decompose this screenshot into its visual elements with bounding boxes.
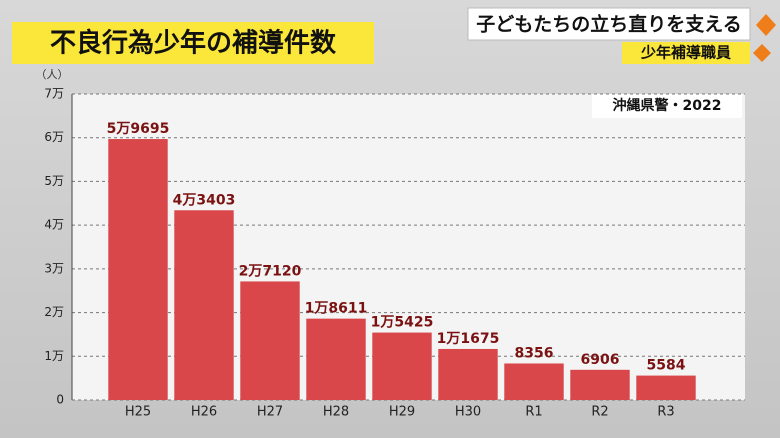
value-label: 5584	[647, 358, 686, 374]
annotation: 沖縄県警・2022	[613, 97, 722, 114]
x-tick-label: H27	[257, 405, 283, 420]
x-tick-label: H25	[125, 405, 151, 420]
y-tick-label: 2万	[44, 305, 64, 319]
chart-title: 不良行為少年の補導件数	[50, 28, 337, 59]
value-label: 5万9695	[107, 121, 170, 137]
bar	[438, 348, 498, 400]
y-tick-label: 7万	[44, 87, 64, 101]
diamond-icon	[753, 44, 771, 62]
value-label: 2万7120	[239, 263, 302, 279]
bar	[108, 139, 168, 400]
y-unit: （人）	[36, 68, 69, 81]
diamond-icon	[756, 14, 776, 36]
y-tick-label: 4万	[44, 218, 64, 232]
x-tick-label: R3	[657, 405, 674, 420]
value-label: 1万5425	[371, 315, 434, 331]
x-tick-label: H29	[389, 405, 415, 420]
bar	[372, 332, 432, 400]
bar	[174, 210, 234, 400]
y-tick-label: 0	[56, 393, 64, 407]
headline: 子どもたちの立ち直りを支える	[476, 13, 741, 36]
bar	[636, 375, 696, 400]
x-tick-label: H30	[455, 405, 481, 420]
annotation-box	[592, 94, 742, 118]
x-tick-label: R2	[591, 405, 608, 420]
y-tick-label: 1万	[44, 349, 64, 363]
y-tick-label: 3万	[44, 261, 64, 275]
value-label: 1万8611	[305, 301, 368, 317]
y-tick-label: 6万	[44, 130, 64, 144]
bar	[570, 369, 630, 400]
topic: 少年補導職員	[640, 44, 731, 62]
bar	[240, 281, 300, 400]
y-tick-label: 5万	[44, 174, 64, 188]
x-tick-label: R1	[525, 405, 542, 420]
headline-box	[467, 7, 751, 41]
value-label: 4万3403	[173, 192, 236, 208]
x-tick-label: H28	[323, 405, 349, 420]
value-label: 1万1675	[437, 331, 500, 347]
value-label: 8356	[515, 345, 554, 361]
x-tick-label: H26	[191, 405, 217, 420]
title-box	[12, 22, 374, 64]
bar	[306, 318, 366, 400]
bar	[504, 363, 564, 400]
topic-box	[622, 42, 750, 64]
value-label: 6906	[581, 352, 620, 368]
